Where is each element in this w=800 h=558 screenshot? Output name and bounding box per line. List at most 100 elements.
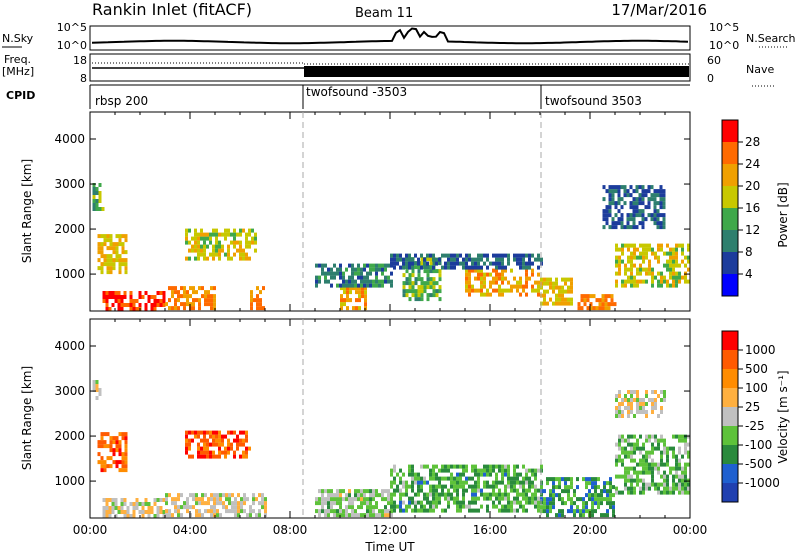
heatmap-cell [468,253,471,258]
heatmap-cell [678,474,681,479]
heatmap-cell [648,450,651,455]
heatmap-cell [393,261,396,266]
heatmap-cell [666,450,669,455]
heatmap-cell [117,307,121,311]
heatmap-cell [417,480,420,485]
heatmap-cell [147,295,151,299]
heatmap-cell [638,197,642,202]
heatmap-cell [576,485,579,490]
heatmap-cell [597,497,600,502]
heatmap-cell [534,488,537,493]
heatmap-cell [618,247,621,252]
heatmap-cell [381,279,384,284]
heatmap-cell [624,263,627,268]
heatmap-cell [612,501,615,506]
heatmap-cell [339,505,342,510]
heatmap-cell [621,474,624,479]
heatmap-cell [537,284,540,289]
heatmap-cell [171,294,174,299]
heatmap-cell [124,258,128,263]
heatmap-cell [480,276,483,281]
heatmap-cell [531,261,534,266]
heatmap-cell [617,217,621,222]
heatmap-cell [678,438,681,443]
heatmap-cell [642,442,645,447]
heatmap-cell [672,279,675,284]
heatmap-cell [591,497,594,502]
heatmap-cell [120,299,124,303]
heatmap-cell [624,446,627,451]
heatmap-cell [420,281,424,286]
heatmap-cell [336,489,339,494]
heatmap-cell [390,480,393,485]
heatmap-cell [615,247,618,252]
heatmap-cell [675,247,678,252]
heatmap-cell [672,450,675,455]
heatmap-cell [675,279,678,284]
heatmap-cell [474,496,477,501]
heatmap-cell [420,488,423,493]
heatmap-cell [504,464,507,469]
heatmap-cell [194,228,197,233]
heatmap-cell [582,501,585,506]
heatmap-cell [601,306,605,311]
heatmap-cell [453,265,456,270]
heatmap-cell [666,482,669,487]
heatmap-cell [236,434,239,439]
heatmap-cell [354,271,357,276]
heatmap-cell [399,253,402,258]
heatmap-cell [318,497,321,502]
heatmap-cell [159,299,163,303]
heatmap-cell [132,510,136,514]
heatmap-cell [577,306,581,311]
heatmap-cell [177,513,180,518]
heatmap-cell [405,484,408,489]
heatmap-cell [206,430,209,435]
heatmap-cell [429,269,433,274]
heatmap-cell [462,496,465,501]
heatmap-cell [177,493,180,498]
heatmap-cell [654,462,657,467]
heatmap-cell [333,509,336,514]
heatmap-cell [672,275,675,280]
heatmap-cell [102,291,106,295]
heatmap-cell [180,505,183,510]
heatmap-cell [261,497,264,502]
heatmap-cell [215,252,218,257]
heatmap-cell [618,446,621,451]
heatmap-cell [522,464,525,469]
heatmap-cell [534,496,537,501]
heatmap-cell [468,484,471,489]
heatmap-cell [687,490,690,495]
heatmap-cell [459,504,462,509]
heatmap-cell [429,468,432,473]
heatmap-cell [462,257,465,262]
heatmap-cell [465,253,468,258]
heatmap-cell [206,446,209,451]
heatmap-cell [340,306,343,311]
heatmap-cell [456,476,459,481]
heatmap-cell [432,472,435,477]
heatmap-cell [687,255,690,260]
heatmap-cell [399,257,402,262]
heatmap-cell [600,513,603,518]
heatmap-cell [117,303,121,307]
cpid-label: CPID [6,89,35,102]
heatmap-cell [121,250,125,255]
heatmap-cell [630,251,633,256]
heatmap-cell [218,442,221,447]
heatmap-cell [183,306,186,311]
heatmap-cell [204,493,207,498]
heatmap-cell [218,430,221,435]
heatmap-cell [250,302,253,307]
heatmap-cell [227,450,230,455]
heatmap-cell [255,497,258,502]
heatmap-cell [456,496,459,501]
heatmap-cell [402,285,406,290]
heatmap-cell [681,466,684,471]
heatmap-cell [375,489,378,494]
heatmap-cell [586,298,590,303]
heatmap-cell [684,255,687,260]
heatmap-cell [345,279,348,284]
